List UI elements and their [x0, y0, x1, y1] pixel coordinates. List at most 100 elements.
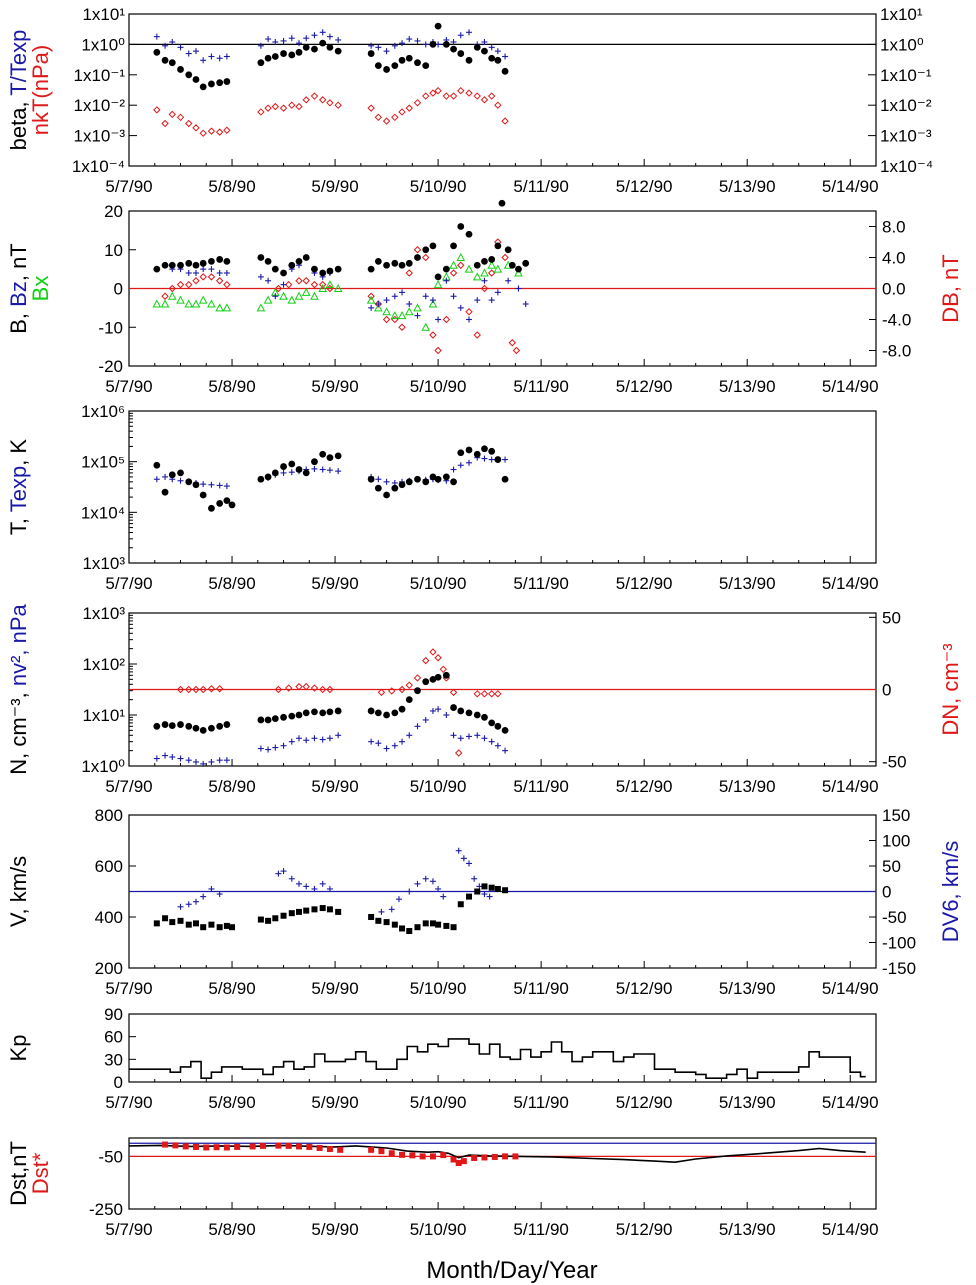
nv2-point: [311, 735, 318, 742]
b-point: [374, 257, 382, 265]
velocity-right-label: DV6, km/s: [938, 841, 963, 942]
x-tick-label: 5/7/90: [105, 1093, 152, 1112]
nkt-point: [279, 104, 288, 112]
t-over-texp-point: [200, 57, 207, 64]
beta-point: [185, 71, 193, 79]
bfield-ylabel-line2: Bx: [28, 276, 53, 302]
v-point: [326, 906, 333, 913]
y-right-tick-label: 150: [882, 806, 910, 825]
y-tick-label: -50: [98, 1147, 123, 1166]
nkt-point: [457, 86, 465, 95]
t-over-texp-point: [383, 48, 390, 55]
v-point: [192, 920, 199, 927]
db-point: [457, 261, 465, 269]
dst-frame: [128, 1137, 877, 1210]
dn-point: [310, 684, 319, 692]
v-point: [457, 901, 464, 908]
t-point: [264, 473, 272, 481]
bz-point: [280, 281, 287, 288]
t-point: [208, 504, 215, 512]
t-over-texp-point: [185, 50, 192, 57]
t-point: [383, 491, 390, 499]
t-over-texp-point: [265, 36, 272, 43]
density-right-label: DN, cm⁻³: [938, 643, 963, 735]
x-tick-label: 5/14/90: [822, 177, 879, 196]
y-tick-label: 90: [104, 1005, 123, 1024]
dst-star-point: [182, 1143, 189, 1150]
bz-point: [494, 289, 501, 296]
b-point: [429, 242, 437, 250]
n-point: [319, 709, 327, 717]
n-point: [161, 721, 169, 728]
y-right-tick-label: 1x10⁻¹: [880, 66, 932, 85]
dst-star-point: [249, 1143, 256, 1150]
nv2-point: [257, 745, 264, 752]
db-point: [161, 292, 169, 300]
texp-point: [335, 468, 342, 475]
x-tick-label: 5/13/90: [719, 979, 776, 998]
dv6-point: [280, 868, 287, 875]
bx-point: [449, 260, 458, 269]
y-right-tick-label: 0: [882, 883, 891, 902]
beta-point: [326, 43, 334, 51]
nv2-point: [265, 746, 272, 753]
beta-point: [208, 80, 215, 88]
y-tick-label: 1x10¹: [82, 706, 125, 725]
dv6-point: [296, 880, 303, 887]
dn-point: [434, 654, 442, 662]
b-point: [319, 269, 327, 277]
bz-point: [474, 297, 481, 304]
beta-point: [271, 53, 279, 60]
y-tick-label: 800: [95, 806, 123, 825]
nv2-point: [177, 755, 184, 762]
x-tick-label: 5/11/90: [513, 1220, 568, 1239]
beta-point: [264, 54, 272, 62]
b-point: [192, 261, 200, 269]
dn-point: [274, 685, 283, 694]
bz-point: [435, 316, 442, 323]
b-point: [422, 246, 430, 254]
dv6-point: [200, 893, 207, 900]
bx-point: [514, 268, 523, 277]
nv2-point: [466, 733, 473, 740]
n-point: [216, 722, 224, 730]
b-point: [311, 265, 318, 273]
dn-point: [215, 685, 224, 693]
dst-ylabel-line1: Dst,nT: [6, 1141, 31, 1206]
t-point: [177, 469, 184, 477]
nv2-point: [406, 732, 413, 739]
y-right-tick-label: 4.0: [882, 249, 906, 268]
v-point: [303, 907, 310, 914]
beta-point: [177, 66, 184, 73]
v-point: [223, 922, 230, 929]
texp-point: [208, 481, 215, 488]
x-tick-label: 5/14/90: [822, 1093, 879, 1112]
y-tick-label: 1x10⁻⁴: [72, 157, 125, 176]
v-point: [162, 915, 169, 922]
dst-star-point: [192, 1143, 199, 1150]
t-point: [429, 473, 437, 481]
beta-point: [457, 50, 465, 57]
b-point: [522, 259, 530, 267]
t-over-texp-point: [153, 33, 160, 40]
beta-point: [153, 48, 161, 56]
nv2-point: [335, 732, 342, 739]
dst-star-point: [162, 1141, 169, 1148]
kp-line: [129, 1038, 866, 1079]
dv6-point: [435, 885, 442, 892]
bz-point: [429, 297, 436, 304]
db-point: [465, 308, 473, 316]
x-tick-label: 5/7/90: [105, 1220, 152, 1239]
t-point: [457, 449, 465, 457]
nv2-point: [494, 742, 501, 749]
db-point: [302, 277, 310, 285]
bz-point: [414, 312, 421, 319]
db-point: [215, 277, 224, 285]
b-point: [494, 242, 502, 250]
v-point: [488, 884, 495, 891]
b-point: [391, 259, 399, 267]
n-point: [192, 724, 200, 732]
b-point: [326, 267, 334, 275]
t-point: [223, 497, 231, 505]
y-right-tick-label: 0: [882, 681, 891, 700]
